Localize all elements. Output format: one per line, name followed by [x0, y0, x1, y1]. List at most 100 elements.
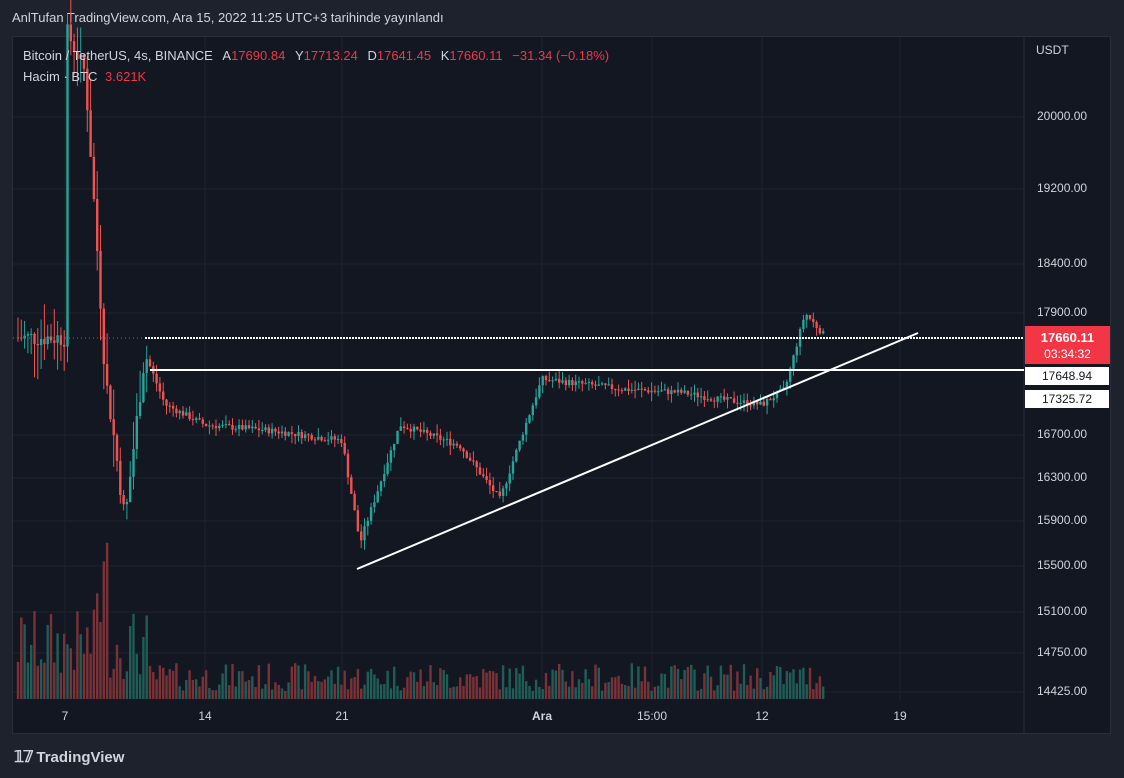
candle-body [732, 398, 736, 403]
candle-body [171, 405, 175, 409]
volume-bar [257, 665, 261, 699]
candle-body [515, 449, 518, 462]
volume-bar [376, 678, 379, 699]
brand-name: TradingView [36, 748, 125, 766]
candle-body [191, 419, 195, 421]
volume-bar [241, 671, 244, 699]
level-label-lower: 17325.72 [1025, 390, 1109, 408]
candle-body [399, 426, 402, 431]
candle-body [297, 432, 300, 437]
volume-value: 3.621K [105, 69, 147, 84]
candle-body [558, 378, 561, 383]
volume-bar [624, 685, 627, 699]
candle-body [571, 380, 574, 386]
volume-bar [703, 673, 706, 699]
volume-bar [617, 675, 620, 699]
candle-body [492, 485, 495, 492]
candle-body [462, 448, 465, 452]
candle-body [429, 432, 432, 436]
volume-bar [736, 671, 739, 699]
volume-bar [534, 679, 538, 699]
candle-body [43, 339, 46, 345]
candle-body [135, 415, 138, 449]
candle-body [323, 440, 327, 442]
volume-bar [393, 666, 396, 699]
candle-body [396, 430, 399, 444]
candle-body [254, 426, 257, 429]
candle-body [406, 428, 409, 430]
volume-bar [488, 670, 492, 699]
time-tick-label: 15:00 [636, 709, 668, 723]
volume-bar [554, 670, 558, 699]
candle-body [577, 381, 581, 383]
price-tick-label: 15900.00 [1037, 513, 1088, 527]
volume-bar [198, 686, 201, 699]
chart-grid [13, 37, 1025, 733]
volume-bar [805, 684, 808, 699]
candle-body [650, 390, 653, 393]
volume-bar [647, 681, 650, 699]
candle-body [366, 520, 369, 527]
candle-body [640, 388, 643, 390]
candle-body [181, 410, 185, 416]
volume-bar [551, 669, 554, 699]
volume-bar [211, 690, 214, 699]
currency-label[interactable]: USDT [1036, 43, 1069, 57]
volume-bar [155, 679, 158, 699]
candle-body [680, 389, 683, 393]
candle-body [538, 385, 541, 398]
candle-body [488, 480, 492, 486]
volume-bar [294, 663, 297, 699]
volume-bar [670, 666, 673, 699]
volume-bar [327, 676, 330, 699]
candle-body [531, 405, 534, 416]
candle-body [647, 390, 650, 393]
volume-bar [459, 677, 462, 699]
candle-body [125, 501, 129, 505]
candle-body [376, 491, 379, 503]
candle-body [59, 335, 63, 345]
candle-body [439, 435, 442, 440]
volume-bar [389, 688, 393, 699]
candle-body [534, 397, 538, 406]
candle-body [350, 477, 353, 494]
candle-body [643, 389, 647, 391]
volume-bar [515, 668, 518, 699]
volume-bar [683, 669, 686, 699]
chart-panel[interactable] [12, 36, 1111, 734]
candle-body [739, 402, 742, 404]
low-value: 17641.45 [376, 48, 432, 63]
volume-label[interactable]: Hacim · BTC [23, 69, 98, 84]
volume-bar [409, 671, 412, 699]
volume-bar [571, 671, 574, 699]
close-label: K [440, 48, 450, 63]
candle-body [581, 381, 584, 384]
volume-bar [412, 672, 416, 699]
volume-bar [587, 679, 591, 699]
price-tick-label: 20000.00 [1037, 109, 1088, 123]
tradingview-footer[interactable]: 𝟙𝟟 TradingView [14, 747, 124, 767]
symbol-label[interactable]: Bitcoin / TetherUS, 4s, BINANCE [23, 48, 213, 63]
candle-body [815, 322, 818, 328]
candle-body [416, 426, 419, 430]
volume-bar [185, 680, 188, 699]
candle-body [587, 382, 591, 384]
volume-bar [591, 686, 594, 699]
candle-body [759, 401, 762, 405]
volume-bar [138, 674, 142, 699]
volume-bar [125, 671, 129, 699]
volume-bar [709, 676, 713, 699]
candle-body [386, 462, 389, 475]
candle-body [218, 425, 221, 429]
candle-body [379, 481, 383, 492]
candle-body [666, 389, 670, 394]
candle-body [261, 430, 264, 432]
volume-bar [175, 663, 178, 699]
volume-bar [39, 659, 43, 699]
volume-bar [465, 674, 468, 699]
volume-bar [132, 613, 135, 699]
volume-bar [89, 653, 92, 699]
candle-body [452, 443, 455, 446]
current-price-marker: 17660.11 03:34:32 [1025, 326, 1110, 364]
